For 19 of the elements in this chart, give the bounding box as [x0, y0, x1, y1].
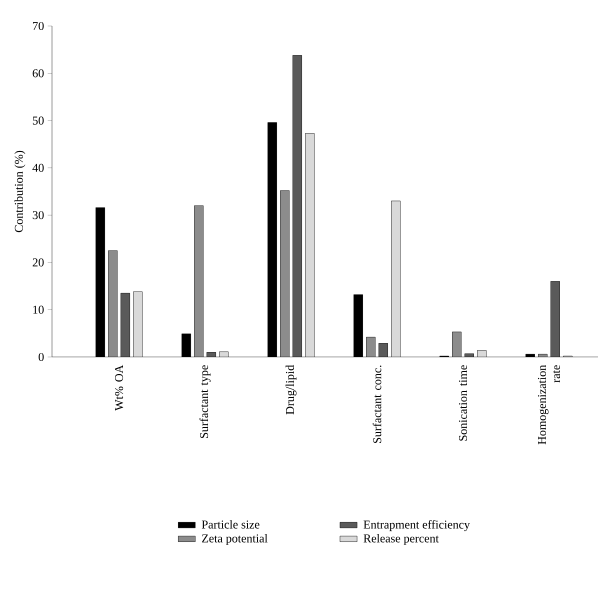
x-tick-label: Surfactant conc. — [372, 366, 382, 443]
x-tick-label: Wt% OA — [114, 364, 124, 411]
y-tick-label: 20 — [32, 258, 44, 266]
legend-label: Entrapment efficiency — [364, 520, 470, 532]
legend-label: Particle size — [202, 520, 260, 529]
x-tick-label: Sonication time — [458, 365, 468, 441]
y-tick-label: 10 — [33, 306, 44, 314]
y-tick-label: 0 — [38, 352, 44, 362]
legend-label: Release percent — [364, 534, 439, 545]
legend-label: Zeta potential — [202, 534, 268, 545]
y-axis-title: Contribution (%) — [14, 150, 26, 232]
y-tick-label: 60 — [32, 69, 44, 78]
x-tick-label: Homogenization rate — [538, 364, 560, 444]
y-tick-label: 50 — [32, 116, 44, 125]
x-tick-label: Surfactant type — [200, 365, 211, 438]
y-tick-label: 40 — [32, 164, 44, 172]
y-tick-label: 30 — [32, 211, 44, 220]
x-tick-label: Drug/lipid — [286, 364, 296, 414]
y-tick-label: 70 — [32, 22, 44, 30]
